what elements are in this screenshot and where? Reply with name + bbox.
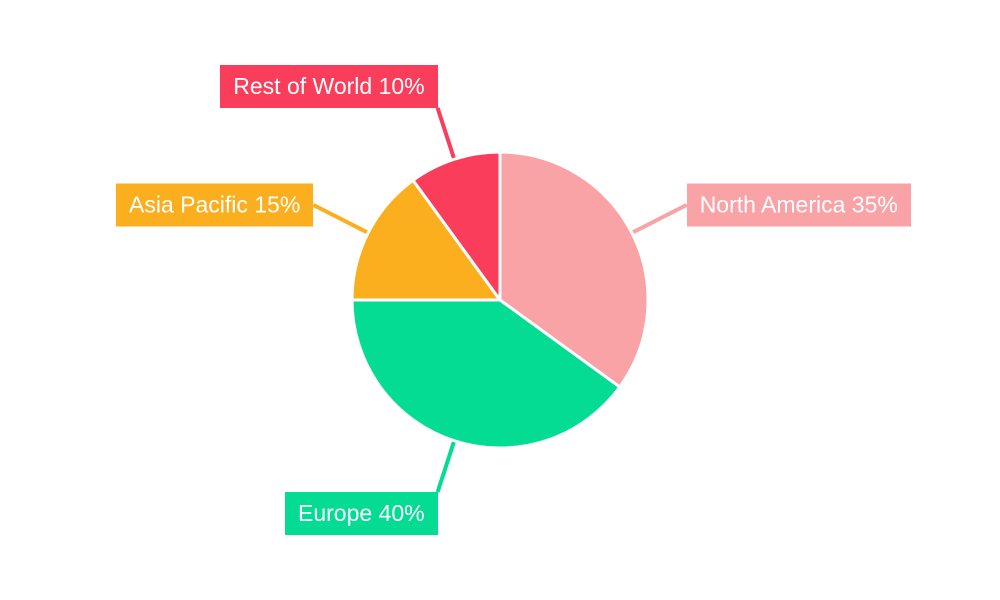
pie-slice-europe[interactable] [350,298,622,450]
leader-line-north-america [630,203,688,235]
leader-line-asia-pacific [312,203,370,235]
pie-slice-rest-of-world[interactable] [411,150,502,302]
pie-slice-asia-pacific[interactable] [350,178,502,302]
leader-line-rest-of-world [435,107,457,160]
pie-slice-north-america[interactable] [498,150,650,389]
leader-line-europe [435,440,457,493]
